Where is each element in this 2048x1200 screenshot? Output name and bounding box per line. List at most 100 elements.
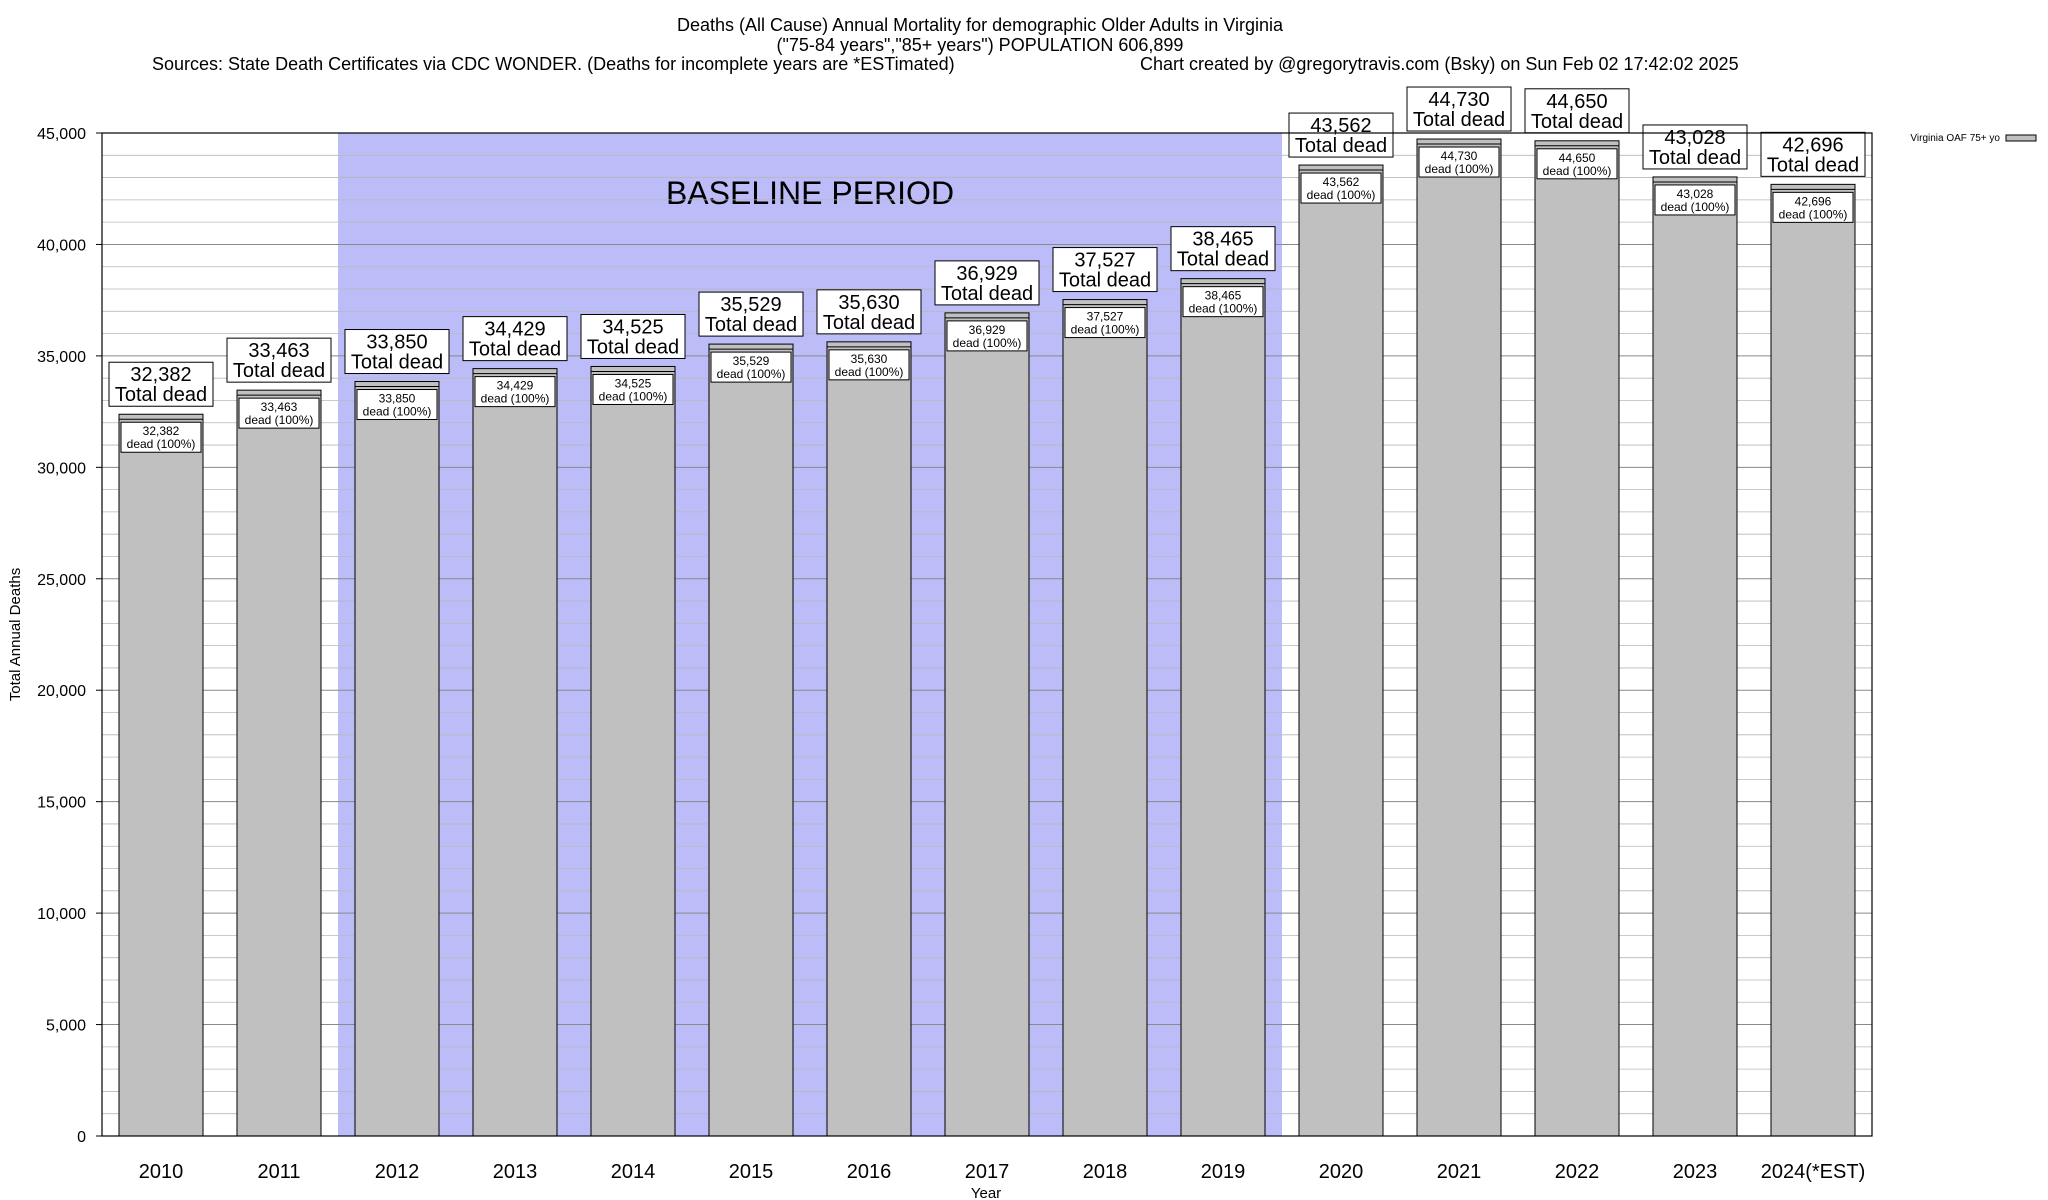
inner-label-box [1418,146,1500,178]
inner-value-label: 38,465 [1205,289,1242,303]
y-tick-label: 40,000 [37,237,86,254]
y-tick-label: 10,000 [37,906,86,923]
inner-percent-label: dead (100%) [1425,162,1494,176]
total-label-box [580,313,686,359]
y-tick-label: 15,000 [37,795,86,812]
total-label-box [226,337,332,383]
total-label-box [108,361,214,407]
inner-value-label: 35,630 [851,352,888,366]
x-tick-label: 2019 [1201,1161,1246,1183]
x-tick-label: 2024(*EST) [1761,1161,1866,1183]
total-value-label: 44,650 [1546,91,1607,113]
inner-percent-label: dead (100%) [1189,302,1258,316]
bar [354,381,440,1137]
total-label-box [934,260,1040,306]
x-tick-label: 2021 [1437,1161,1482,1183]
total-value-label: 35,630 [838,292,899,314]
plot-frame [101,132,1873,1137]
inner-percent-label: dead (100%) [953,336,1022,350]
inner-percent-label: dead (100%) [363,405,432,419]
y-tick-label: 30,000 [37,460,86,477]
x-tick-label: 2018 [1083,1161,1128,1183]
x-tick-label: 2016 [847,1161,892,1183]
total-dead-label: Total dead [1059,270,1151,292]
title-line-1: Deaths (All Cause) Annual Mortality for … [677,15,1283,35]
bar [1062,299,1148,1137]
total-dead-label: Total dead [233,360,325,382]
inner-percent-label: dead (100%) [127,437,196,451]
inner-label-box [828,349,910,381]
total-value-label: 34,429 [484,319,545,341]
total-value-label: 33,463 [248,340,309,362]
total-value-label: 35,529 [720,294,781,316]
total-value-label: 36,929 [956,263,1017,285]
total-label-box [1760,131,1866,177]
inner-percent-label: dead (100%) [481,392,550,406]
inner-label-box [1064,307,1146,339]
total-dead-label: Total dead [1295,135,1387,157]
inner-label-box [592,373,674,405]
credit-text: Chart created by @gregorytravis.com (Bsk… [1140,54,1739,74]
inner-value-label: 43,028 [1677,187,1714,201]
total-dead-label: Total dead [587,336,679,358]
inner-value-label: 33,463 [261,400,298,414]
baseline-period-label: BASELINE PERIOD [666,175,954,211]
total-label-box [816,289,922,335]
total-label-box [1406,86,1512,132]
inner-percent-label: dead (100%) [717,367,786,381]
inner-label-box [474,376,556,408]
title-line-2: ("75-84 years","85+ years") POPULATION 6… [776,35,1184,55]
x-tick-label: 2013 [493,1161,538,1183]
total-value-label: 34,525 [602,316,663,338]
inner-percent-label: dead (100%) [1543,164,1612,178]
inner-value-label: 37,527 [1087,310,1124,324]
bar [1416,138,1502,1137]
bar [236,389,322,1137]
total-dead-label: Total dead [1413,109,1505,131]
total-label-box [1170,226,1276,272]
inner-percent-label: dead (100%) [1661,200,1730,214]
inner-value-label: 43,562 [1323,175,1360,189]
total-dead-label: Total dead [351,352,443,374]
y-tick-label: 5,000 [46,1018,86,1035]
total-dead-label: Total dead [1649,147,1741,169]
bar [944,312,1030,1137]
inner-percent-label: dead (100%) [1779,207,1848,221]
inner-label-box [356,389,438,421]
bar [472,368,558,1137]
legend-swatch [2005,134,2037,142]
x-tick-label: 2011 [257,1161,300,1183]
total-label-box [462,316,568,362]
total-value-label: 32,382 [130,364,191,386]
total-dead-label: Total dead [469,339,561,361]
inner-percent-label: dead (100%) [1071,323,1140,337]
inner-value-label: 44,650 [1559,151,1596,165]
x-axis-label: Year [971,1185,1001,1200]
total-value-label: 42,696 [1782,134,1843,156]
total-label-box [698,291,804,337]
total-label-box [1642,124,1748,170]
bar [1180,278,1266,1137]
inner-value-label: 33,850 [379,392,416,406]
bar [1534,140,1620,1137]
x-tick-label: 2015 [729,1161,774,1183]
inner-value-label: 34,525 [615,376,652,390]
inner-value-label: 36,929 [969,323,1006,337]
inner-label-box [1772,191,1854,223]
bar [708,343,794,1137]
inner-label-box [1182,286,1264,318]
bar [1770,183,1856,1137]
inner-label-box [1536,148,1618,180]
inner-label-box [710,351,792,383]
total-dead-label: Total dead [823,312,915,334]
inner-percent-label: dead (100%) [1307,188,1376,202]
bar [1298,164,1384,1137]
y-tick-label: 25,000 [37,572,86,589]
inner-label-box [120,421,202,453]
inner-value-label: 32,382 [143,424,180,438]
inner-label-box [946,320,1028,352]
inner-value-label: 34,429 [497,379,534,393]
x-tick-label: 2017 [965,1161,1010,1183]
inner-value-label: 42,696 [1795,194,1832,208]
